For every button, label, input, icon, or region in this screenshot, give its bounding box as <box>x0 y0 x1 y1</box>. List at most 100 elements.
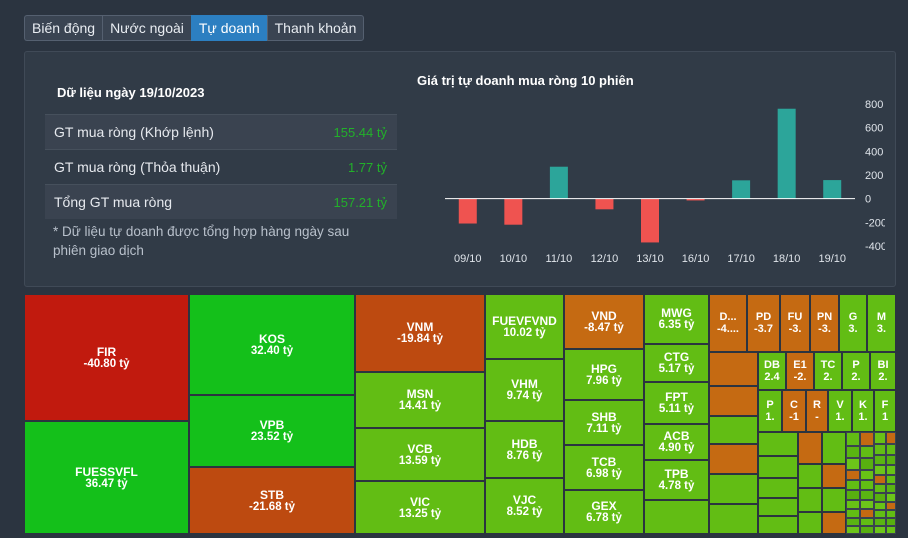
treemap-tiny-cell[interactable] <box>860 470 874 480</box>
treemap-cell-vpb[interactable]: VPB 23.52 tỷ <box>189 395 355 467</box>
treemap-cell-p[interactable]: P 2. <box>842 352 870 390</box>
treemap-cell-pn[interactable]: PN -3. <box>810 294 839 352</box>
treemap-tiny-cell[interactable] <box>846 509 860 518</box>
treemap-cell-k[interactable]: K 1. <box>852 390 874 432</box>
treemap-tiny-cell[interactable] <box>846 458 860 470</box>
treemap-tiny-cell[interactable] <box>886 510 896 518</box>
treemap-cell-kos[interactable]: KOS 32.40 tỷ <box>189 294 355 395</box>
treemap-cell-pd[interactable]: PD -3.7 <box>747 294 780 352</box>
treemap-cell-bi[interactable]: BI 2. <box>870 352 896 390</box>
treemap-tiny-cell[interactable] <box>846 526 860 534</box>
treemap-tiny-cell[interactable] <box>860 526 874 534</box>
treemap-tiny-cell[interactable] <box>860 458 874 470</box>
treemap-tiny-cell[interactable] <box>874 518 886 526</box>
treemap-tiny-cell[interactable] <box>874 510 886 518</box>
treemap-cell-small[interactable] <box>822 464 846 488</box>
treemap-tiny-cell[interactable] <box>860 446 874 458</box>
treemap-cell-small[interactable] <box>709 444 758 474</box>
treemap-tiny-cell[interactable] <box>886 432 896 444</box>
treemap-cell-fuessvfl[interactable]: FUESSVFL 36.47 tỷ <box>24 421 189 534</box>
treemap-tiny-cell[interactable] <box>874 444 886 455</box>
treemap-cell-shb[interactable]: SHB 7.11 tỷ <box>564 400 644 445</box>
treemap-cell-tpb[interactable]: TPB 4.78 tỷ <box>644 460 709 500</box>
treemap-cell-small[interactable] <box>822 432 846 464</box>
treemap-tiny-cell[interactable] <box>886 444 896 455</box>
treemap-cell-small[interactable] <box>758 432 798 456</box>
treemap-cell-small[interactable] <box>709 504 758 534</box>
treemap-tiny-cell[interactable] <box>886 502 896 510</box>
treemap-tiny-cell[interactable] <box>886 518 896 526</box>
treemap-cell-small[interactable] <box>822 488 846 512</box>
treemap-tiny-cell[interactable] <box>846 446 860 458</box>
tab-bien-dong[interactable]: Biến động <box>24 15 103 41</box>
treemap-cell-msn[interactable]: MSN 14.41 tỷ <box>355 372 485 428</box>
treemap-cell-fir[interactable]: FIR -40.80 tỷ <box>24 294 189 421</box>
treemap-cell-g[interactable]: G 3. <box>839 294 867 352</box>
treemap-tiny-cell[interactable] <box>846 480 860 490</box>
treemap-cell-small[interactable] <box>798 488 822 512</box>
tab-tu-doanh[interactable]: Tự doanh <box>190 15 267 41</box>
treemap-tiny-cell[interactable] <box>886 526 896 534</box>
treemap-cell-small[interactable] <box>709 386 758 416</box>
treemap-tiny-cell[interactable] <box>886 455 896 465</box>
treemap-cell-vic[interactable]: VIC 13.25 tỷ <box>355 481 485 534</box>
treemap-tiny-cell[interactable] <box>886 475 896 484</box>
treemap-cell-small[interactable] <box>709 352 758 386</box>
treemap-tiny-cell[interactable] <box>874 526 886 534</box>
treemap-cell-gex[interactable]: GEX 6.78 tỷ <box>564 490 644 534</box>
treemap-tiny-cell[interactable] <box>886 493 896 502</box>
treemap-tiny-cell[interactable] <box>874 484 886 493</box>
treemap-cell-tcb[interactable]: TCB 6.98 tỷ <box>564 445 644 490</box>
treemap-cell-hpg[interactable]: HPG 7.96 tỷ <box>564 349 644 400</box>
treemap-cell-vnm[interactable]: VNM -19.84 tỷ <box>355 294 485 372</box>
treemap-cell-db[interactable]: DB 2.4 <box>758 352 786 390</box>
treemap-cell-small[interactable] <box>758 498 798 516</box>
treemap-cell-small[interactable] <box>709 474 758 504</box>
treemap-cell-fuevfvnd[interactable]: FUEVFVND 10.02 tỷ <box>485 294 564 359</box>
treemap-tiny-cell[interactable] <box>860 500 874 509</box>
treemap-cell-e1[interactable]: E1 -2. <box>786 352 814 390</box>
treemap-cell-vcb[interactable]: VCB 13.59 tỷ <box>355 428 485 481</box>
treemap-tiny-cell[interactable] <box>860 509 874 518</box>
treemap-cell-small[interactable] <box>798 512 822 534</box>
treemap-tiny-cell[interactable] <box>846 470 860 480</box>
treemap-cell-small[interactable] <box>758 478 798 498</box>
treemap-cell-vnd[interactable]: VND -8.47 tỷ <box>564 294 644 349</box>
treemap-cell-mwg[interactable]: MWG 6.35 tỷ <box>644 294 709 344</box>
treemap-cell-small[interactable] <box>758 516 798 534</box>
treemap-cell-c[interactable]: C -1 <box>782 390 806 432</box>
treemap-cell-hdb[interactable]: HDB 8.76 tỷ <box>485 421 564 478</box>
treemap-tiny-cell[interactable] <box>860 432 874 446</box>
treemap-cell-small[interactable] <box>798 464 822 488</box>
treemap-cell-ctg[interactable]: CTG 5.17 tỷ <box>644 344 709 382</box>
treemap-cell-tc[interactable]: TC 2. <box>814 352 842 390</box>
treemap-cell-small[interactable] <box>709 416 758 444</box>
treemap-tiny-cell[interactable] <box>860 480 874 490</box>
treemap-tiny-cell[interactable] <box>860 518 874 526</box>
treemap-cell-stb[interactable]: STB -21.68 tỷ <box>189 467 355 534</box>
treemap-cell-d[interactable]: D... -4.... <box>709 294 747 352</box>
treemap-cell-p2[interactable]: P 1. <box>758 390 782 432</box>
treemap-cell-r[interactable]: R- <box>806 390 828 432</box>
treemap-tiny-cell[interactable] <box>846 500 860 509</box>
treemap-cell-small[interactable] <box>758 456 798 478</box>
treemap-tiny-cell[interactable] <box>846 490 860 500</box>
treemap-tiny-cell[interactable] <box>874 493 886 502</box>
treemap-cell-small[interactable] <box>798 432 822 464</box>
treemap-tiny-cell[interactable] <box>846 518 860 526</box>
treemap-tiny-cell[interactable] <box>886 484 896 493</box>
tab-thanh-khoan[interactable]: Thanh khoản <box>266 15 365 41</box>
treemap-cell-fu[interactable]: FU -3. <box>780 294 810 352</box>
treemap-cell-unlabeled[interactable] <box>644 500 709 534</box>
treemap-tiny-cell[interactable] <box>874 465 886 475</box>
treemap-tiny-cell[interactable] <box>874 502 886 510</box>
treemap-tiny-cell[interactable] <box>874 455 886 465</box>
treemap-tiny-cell[interactable] <box>874 432 886 444</box>
treemap-cell-m[interactable]: M 3. <box>867 294 896 352</box>
treemap-tiny-cell[interactable] <box>860 490 874 500</box>
treemap-tiny-cell[interactable] <box>886 465 896 475</box>
treemap-tiny-cell[interactable] <box>846 432 860 446</box>
treemap-cell-vhm[interactable]: VHM 9.74 tỷ <box>485 359 564 421</box>
treemap-cell-acb[interactable]: ACB 4.90 tỷ <box>644 424 709 460</box>
treemap-cell-vjc[interactable]: VJC 8.52 tỷ <box>485 478 564 534</box>
